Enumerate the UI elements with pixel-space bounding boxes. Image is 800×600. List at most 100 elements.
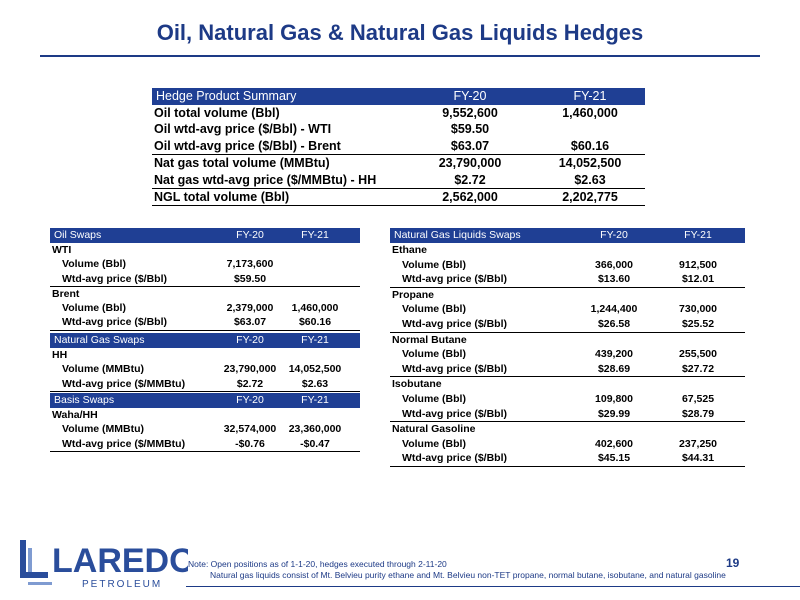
cell-value: 255,500 (679, 348, 717, 361)
row-label: Wtd-avg price ($/Bbl) (402, 362, 508, 375)
footer-rule (186, 586, 800, 587)
cell-value: 23,790,000 (438, 156, 502, 171)
row-label: Wtd-avg price ($/Bbl) (62, 316, 168, 329)
row-label: Normal Butane (392, 333, 467, 346)
cell-value: 912,500 (679, 258, 717, 271)
header-cell: FY-21 (301, 394, 329, 406)
row-label: Nat gas total volume (MMBtu) (154, 156, 330, 171)
table: Oil Swaps FY-20 FY-21 WTI Volume (Bbl) 7,173,… (50, 228, 360, 331)
table-row: Nat gas total volume (MMBtu) 23,790,000 14… (152, 155, 645, 171)
cell-value: $25.52 (681, 317, 715, 330)
cell-value: $63.07 (450, 138, 490, 153)
row-label: Volume (Bbl) (402, 258, 466, 271)
row-label: Wtd-avg price ($/MMBtu) (62, 377, 186, 390)
row-label: Volume (MMBtu) (62, 423, 145, 436)
cell-value: 2,379,000 (226, 302, 274, 315)
header-cell: FY-20 (236, 394, 264, 406)
row-label: Wtd-avg price ($/Bbl) (402, 452, 508, 465)
table-row: WTI (50, 243, 360, 257)
row-label: Brent (52, 287, 80, 300)
table-row: Oil total volume (Bbl) 9,552,600 1,460,000 (152, 105, 645, 121)
table-row: Volume (Bbl) 2,379,000 1,460,000 (50, 301, 360, 315)
cell-value: -$0.76 (235, 437, 265, 450)
cell-value: $28.79 (681, 407, 715, 420)
table: Basis Swaps FY-20 FY-21 Waha/HH Volume (MMBt… (50, 393, 360, 452)
table-row: Normal Butane (390, 333, 745, 348)
logo: LAREDO PETROLEUM (20, 540, 188, 590)
row-label: Volume (Bbl) (62, 258, 126, 271)
cell-value: 7,173,600 (226, 258, 274, 271)
row-label: Wtd-avg price ($/Bbl) (402, 317, 508, 330)
table-row: Ethane (390, 243, 745, 258)
header-cell: FY-21 (684, 229, 712, 241)
table-row: NGL total volume (Bbl) 2,562,000 2,202,775 (152, 189, 645, 207)
cell-value: 2,562,000 (442, 189, 498, 204)
row-label: Isobutane (392, 378, 442, 391)
table-row: Wtd-avg price ($/Bbl) $59.50 (50, 272, 360, 287)
table-row: Brent (50, 287, 360, 301)
cell-value: $2.72 (454, 172, 486, 187)
cell-value: 9,552,600 (442, 106, 498, 120)
row-label: Ethane (392, 244, 428, 256)
logo-text: LAREDO (52, 542, 188, 580)
cell-value: 23,360,000 (288, 423, 342, 436)
cell-value: $29.99 (597, 407, 631, 420)
table-row: Wtd-avg price ($/Bbl) $29.99 $28.79 (390, 407, 745, 423)
table-header: Hedge Product Summary FY-20 FY-21 (152, 88, 645, 105)
row-label: Propane (392, 288, 435, 301)
cell-value: $2.72 (236, 377, 264, 390)
footnote: Natural gas liquids consist of Mt. Belvi… (210, 570, 726, 580)
table-header: Oil Swaps FY-20 FY-21 (50, 228, 360, 243)
table-row: Isobutane (390, 377, 745, 392)
footnote: Note: Open positions as of 1-1-20, hedge… (188, 559, 447, 569)
row-label: Volume (Bbl) (402, 303, 466, 316)
table-row: Wtd-avg price ($/Bbl) $28.69 $27.72 (390, 362, 745, 378)
table-row: Volume (Bbl) 439,200 255,500 (390, 347, 745, 362)
cell-value: 730,000 (679, 303, 717, 316)
table-row: Wtd-avg price ($/MMBtu) -$0.76 -$0.47 (50, 437, 360, 452)
row-label: Volume (Bbl) (402, 392, 466, 405)
cell-value: -$0.47 (300, 437, 330, 450)
table-row: Oil wtd-avg price ($/Bbl) - WTI $59.50 (152, 121, 645, 137)
table: Natural Gas Liquids Swaps FY-20 FY-21 Ethan… (390, 228, 745, 467)
row-label: Nat gas wtd-avg price ($/MMBtu) - HH (154, 172, 377, 187)
table-row: Volume (Bbl) 402,600 237,250 (390, 437, 745, 452)
title-rule (40, 55, 760, 57)
cell-value: 1,244,400 (590, 303, 638, 316)
cell-value: $60.16 (570, 138, 610, 153)
row-label: Natural Gasoline (392, 423, 476, 436)
cell-value: $59.50 (233, 272, 267, 285)
header-cell: Hedge Product Summary (156, 89, 297, 103)
header-cell: Natural Gas Liquids Swaps (394, 229, 521, 241)
cell-value: $13.60 (597, 273, 631, 286)
table-header: Natural Gas Swaps FY-20 FY-21 (50, 333, 360, 348)
cell-value: 402,600 (595, 437, 633, 450)
header-cell: FY-20 (236, 334, 264, 346)
cell-value: 439,200 (595, 348, 633, 361)
table-header: Natural Gas Liquids Swaps FY-20 FY-21 (390, 228, 745, 243)
header-cell: FY-20 (236, 229, 264, 241)
header-cell: FY-21 (573, 89, 607, 103)
row-label: NGL total volume (Bbl) (154, 189, 290, 204)
cell-value: $2.63 (301, 377, 329, 390)
row-label: Wtd-avg price ($/Bbl) (402, 273, 508, 286)
table-row: Volume (Bbl) 366,000 912,500 (390, 258, 745, 273)
cell-value: 2,202,775 (562, 189, 618, 204)
cell-value: $28.69 (597, 362, 631, 375)
cell-value: 1,460,000 (562, 106, 618, 120)
table-row: Volume (MMBtu) 32,574,000 23,360,000 (50, 422, 360, 436)
cell-value: 366,000 (595, 258, 633, 271)
cell-value: 1,460,000 (291, 302, 339, 315)
table-row: Volume (Bbl) 1,244,400 730,000 (390, 302, 745, 317)
cell-value: $63.07 (233, 316, 267, 329)
table-row: HH (50, 348, 360, 362)
table-row: Wtd-avg price ($/Bbl) $63.07 $60.16 (50, 315, 360, 331)
header-cell: Basis Swaps (54, 394, 115, 406)
cell-value: $26.58 (597, 317, 631, 330)
row-label: Waha/HH (52, 409, 98, 421)
table-row: Waha/HH (50, 408, 360, 422)
row-label: Volume (Bbl) (402, 348, 466, 361)
table: Hedge Product Summary FY-20 FY-21 Oil total… (152, 88, 645, 207)
header-cell: Oil Swaps (54, 229, 102, 241)
